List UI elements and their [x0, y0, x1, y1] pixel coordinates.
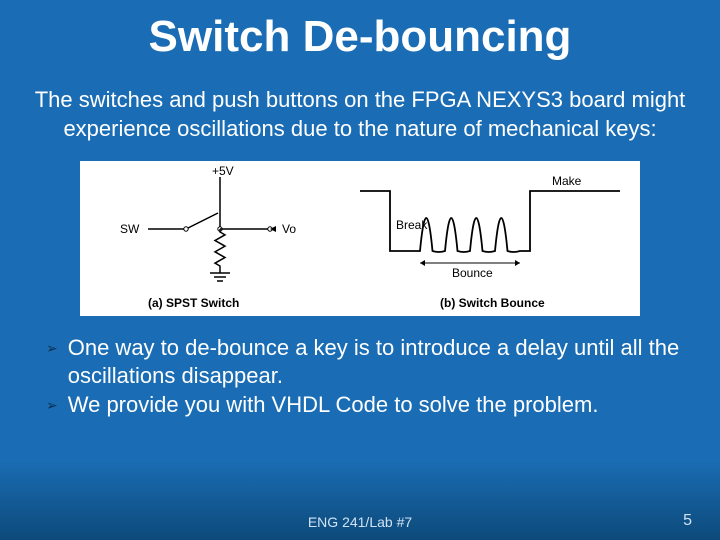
debounce-diagram: +5V SW Vo (a) SPST Switch Break Make Bounce (b)…	[80, 161, 640, 316]
svg-text:Vo: Vo	[282, 222, 296, 236]
list-item: ➢ One way to de-bounce a key is to intro…	[46, 334, 690, 389]
svg-text:Make: Make	[552, 174, 582, 188]
svg-text:SW: SW	[120, 222, 140, 236]
bullet-icon: ➢	[46, 397, 58, 414]
svg-text:(b) Switch Bounce: (b) Switch Bounce	[440, 296, 545, 310]
svg-text:+5V: +5V	[212, 164, 234, 178]
slide-title: Switch De-bouncing	[0, 0, 720, 62]
intro-paragraph: The switches and push buttons on the FPG…	[0, 62, 720, 153]
svg-text:Bounce: Bounce	[452, 266, 493, 280]
slide-number: 5	[683, 512, 692, 530]
bullet-icon: ➢	[46, 340, 58, 357]
list-item: ➢ We provide you with VHDL Code to solve…	[46, 391, 690, 419]
svg-text:(a) SPST Switch: (a) SPST Switch	[148, 296, 239, 310]
footer-label: ENG 241/Lab #7	[0, 514, 720, 530]
bullet-text: We provide you with VHDL Code to solve t…	[68, 391, 599, 419]
svg-text:Break: Break	[396, 218, 428, 232]
bullet-list: ➢ One way to de-bounce a key is to intro…	[0, 330, 720, 419]
bullet-text: One way to de-bounce a key is to introdu…	[68, 334, 690, 389]
